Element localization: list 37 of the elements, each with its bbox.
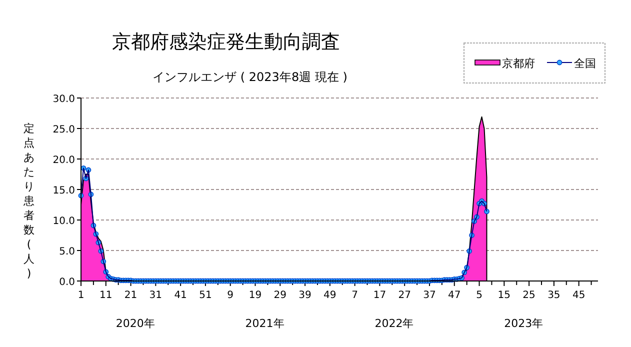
- x-tick-label: 37: [423, 290, 436, 301]
- y-tick-label: 20.0: [52, 155, 75, 166]
- x-tick-label: 7: [352, 290, 358, 301]
- x-tick-label: 5: [476, 290, 482, 301]
- x-tick-label: 11: [100, 290, 112, 301]
- x-tick-label: 21: [124, 290, 138, 301]
- x-tick-label: 15: [498, 290, 511, 301]
- x-tick-label: 9: [227, 290, 234, 301]
- x-tick-label: 35: [548, 290, 560, 301]
- y-tick-label: 5.0: [59, 246, 75, 258]
- y-tick-label: 10.0: [52, 216, 75, 227]
- x-tick-label: 19: [248, 290, 262, 301]
- legend-label: 全国: [574, 57, 596, 70]
- x-tick-label: 41: [174, 290, 187, 301]
- x-tick-label: 45: [572, 290, 586, 301]
- x-tick-label: 1: [78, 290, 84, 301]
- x-tick-label: 47: [448, 290, 461, 301]
- x-tick-label: 17: [373, 290, 386, 301]
- x-tick-label: 27: [398, 290, 411, 301]
- x-tick-label: 51: [199, 290, 212, 301]
- y-tick-label: 30.0: [52, 94, 75, 105]
- text: 2022年: [374, 317, 414, 330]
- x-tick-label: 29: [274, 290, 286, 301]
- x-tick-label: 39: [298, 290, 312, 301]
- text: 2020年: [116, 317, 155, 330]
- legend-label: 京都府: [502, 57, 535, 70]
- x-tick-label: 25: [522, 290, 536, 301]
- x-tick-label: 31: [149, 290, 162, 301]
- y-tick-label: 15.0: [52, 186, 75, 196]
- text: 2021年: [245, 317, 284, 330]
- text: 2023年: [504, 317, 544, 330]
- text: 定点あたり患者数(人): [24, 122, 34, 280]
- chart-title: 京都府感染症発生動向調査: [112, 31, 340, 53]
- y-tick-label: 25.0: [52, 124, 75, 136]
- chart-subtitle: インフルエンザ ( 2023年8週 現在 ): [152, 70, 348, 84]
- y-tick-label: 0.0: [59, 277, 75, 288]
- x-tick-label: 49: [324, 290, 336, 301]
